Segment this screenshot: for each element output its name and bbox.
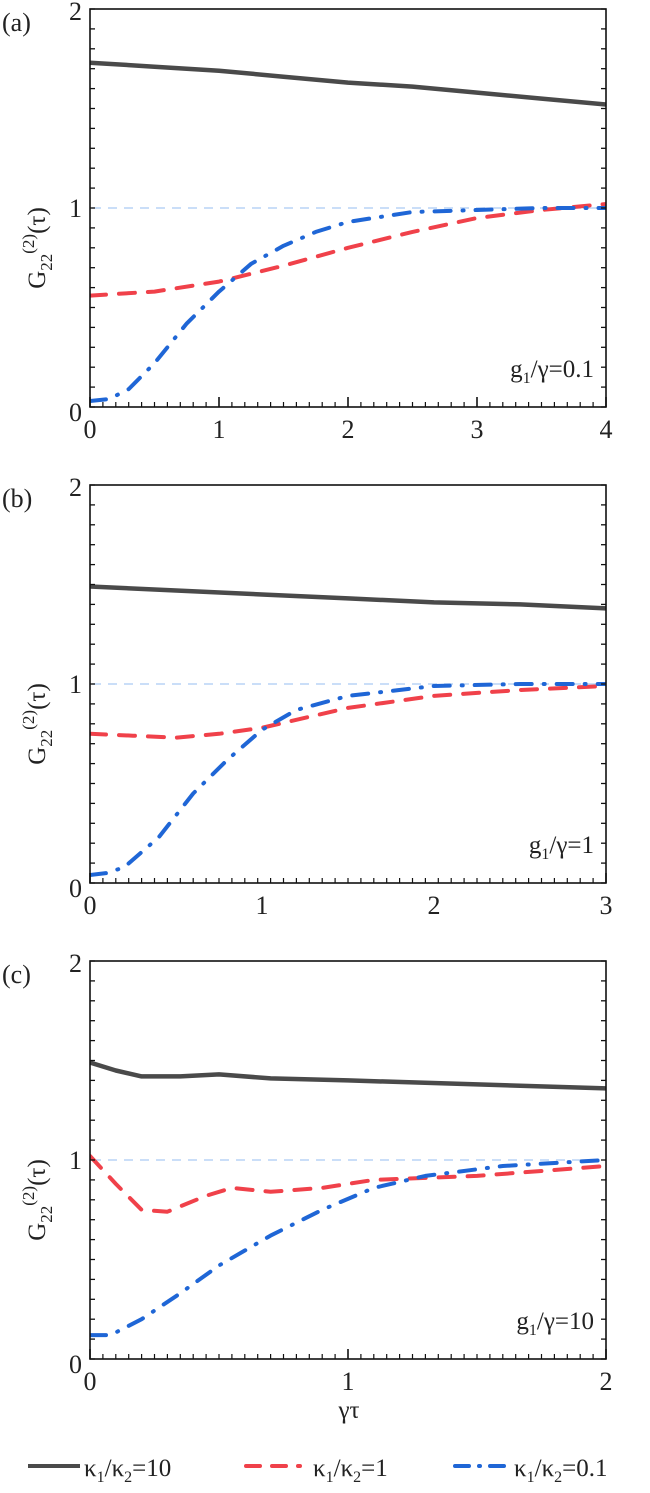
x-tick-label: 1 [213,415,226,444]
series-line-dashdot [90,682,606,877]
y-axis-label: G22(2)(τ) [19,207,56,289]
x-tick-label: 3 [471,415,484,444]
y-tick-label: 1 [69,194,82,223]
x-tick-label: 1 [256,891,269,920]
parameter-annotation: g1/γ=10 [516,1308,594,1339]
legend-entry-solid: κ1/κ2=10 [28,1455,171,1486]
legend-label-dashdot: κ1/κ2=0.1 [514,1455,608,1486]
parameter-annotation: g1/γ=0.1 [510,356,594,387]
series-line-dash [90,1154,606,1214]
x-tick-label: 3 [600,891,613,920]
series-line-dash [90,684,606,740]
x-tick-label: 0 [84,1367,97,1396]
legend-entry-dashdot: κ1/κ2=0.1 [453,1455,608,1486]
panel-label: (a) [2,8,31,37]
series-line-dashdot [90,206,606,403]
parameter-annotation: g1/γ=1 [529,832,594,863]
x-tick-label: 2 [600,1367,613,1396]
x-tick-label: 2 [428,891,441,920]
y-tick-label: 1 [69,670,82,699]
panels: 0 1 2 3 4 0 1 2 (a) G22(2)(τ) g1/γ=0.1 0 1 2 3 0 1 2 (b) G2… [2,0,613,1396]
legend-label-dash: κ1/κ2=1 [313,1455,388,1486]
panel-label: (b) [2,484,32,513]
y-tick-label: 0 [69,398,82,427]
legend-entry-dash: κ1/κ2=1 [244,1455,388,1486]
series-line-dash [90,202,606,298]
x-tick-label: 2 [342,415,355,444]
y-tick-label: 0 [69,874,82,903]
y-axis-label: G22(2)(τ) [19,683,56,765]
legend: κ1/κ2=10 κ1/κ2=1 κ1/κ2=0.1 [28,1455,608,1486]
y-tick-label: 1 [69,1146,82,1175]
x-tick-label: 4 [600,415,613,444]
series-line-solid [90,60,606,107]
series-group [90,60,606,403]
x-tick-label: 0 [84,415,97,444]
legend-label-solid: κ1/κ2=10 [84,1455,171,1486]
series-line-solid [90,584,606,611]
panel-b: 0 1 2 3 0 1 2 (b) G22(2)(τ) g1/γ=1 [2,473,613,920]
x-tick-label: 0 [84,891,97,920]
panel-label: (c) [2,960,31,989]
y-tick-label: 2 [69,949,82,978]
series-group [90,1060,606,1338]
x-axis-label: γτ [337,1397,359,1424]
series-group [90,584,606,877]
series-line-solid [90,1060,606,1091]
y-axis-label: G22(2)(τ) [19,1159,56,1241]
panel-a: 0 1 2 3 4 0 1 2 (a) G22(2)(τ) g1/γ=0.1 [2,0,613,444]
series-line-dashdot [90,1158,606,1338]
x-tick-label: 1 [342,1367,355,1396]
y-tick-label: 0 [69,1350,82,1379]
y-tick-label: 2 [69,0,82,26]
y-tick-label: 2 [69,473,82,502]
panel-c: 0 1 2 0 1 2 (c) G22(2)(τ) g1/γ=10 [2,949,613,1396]
